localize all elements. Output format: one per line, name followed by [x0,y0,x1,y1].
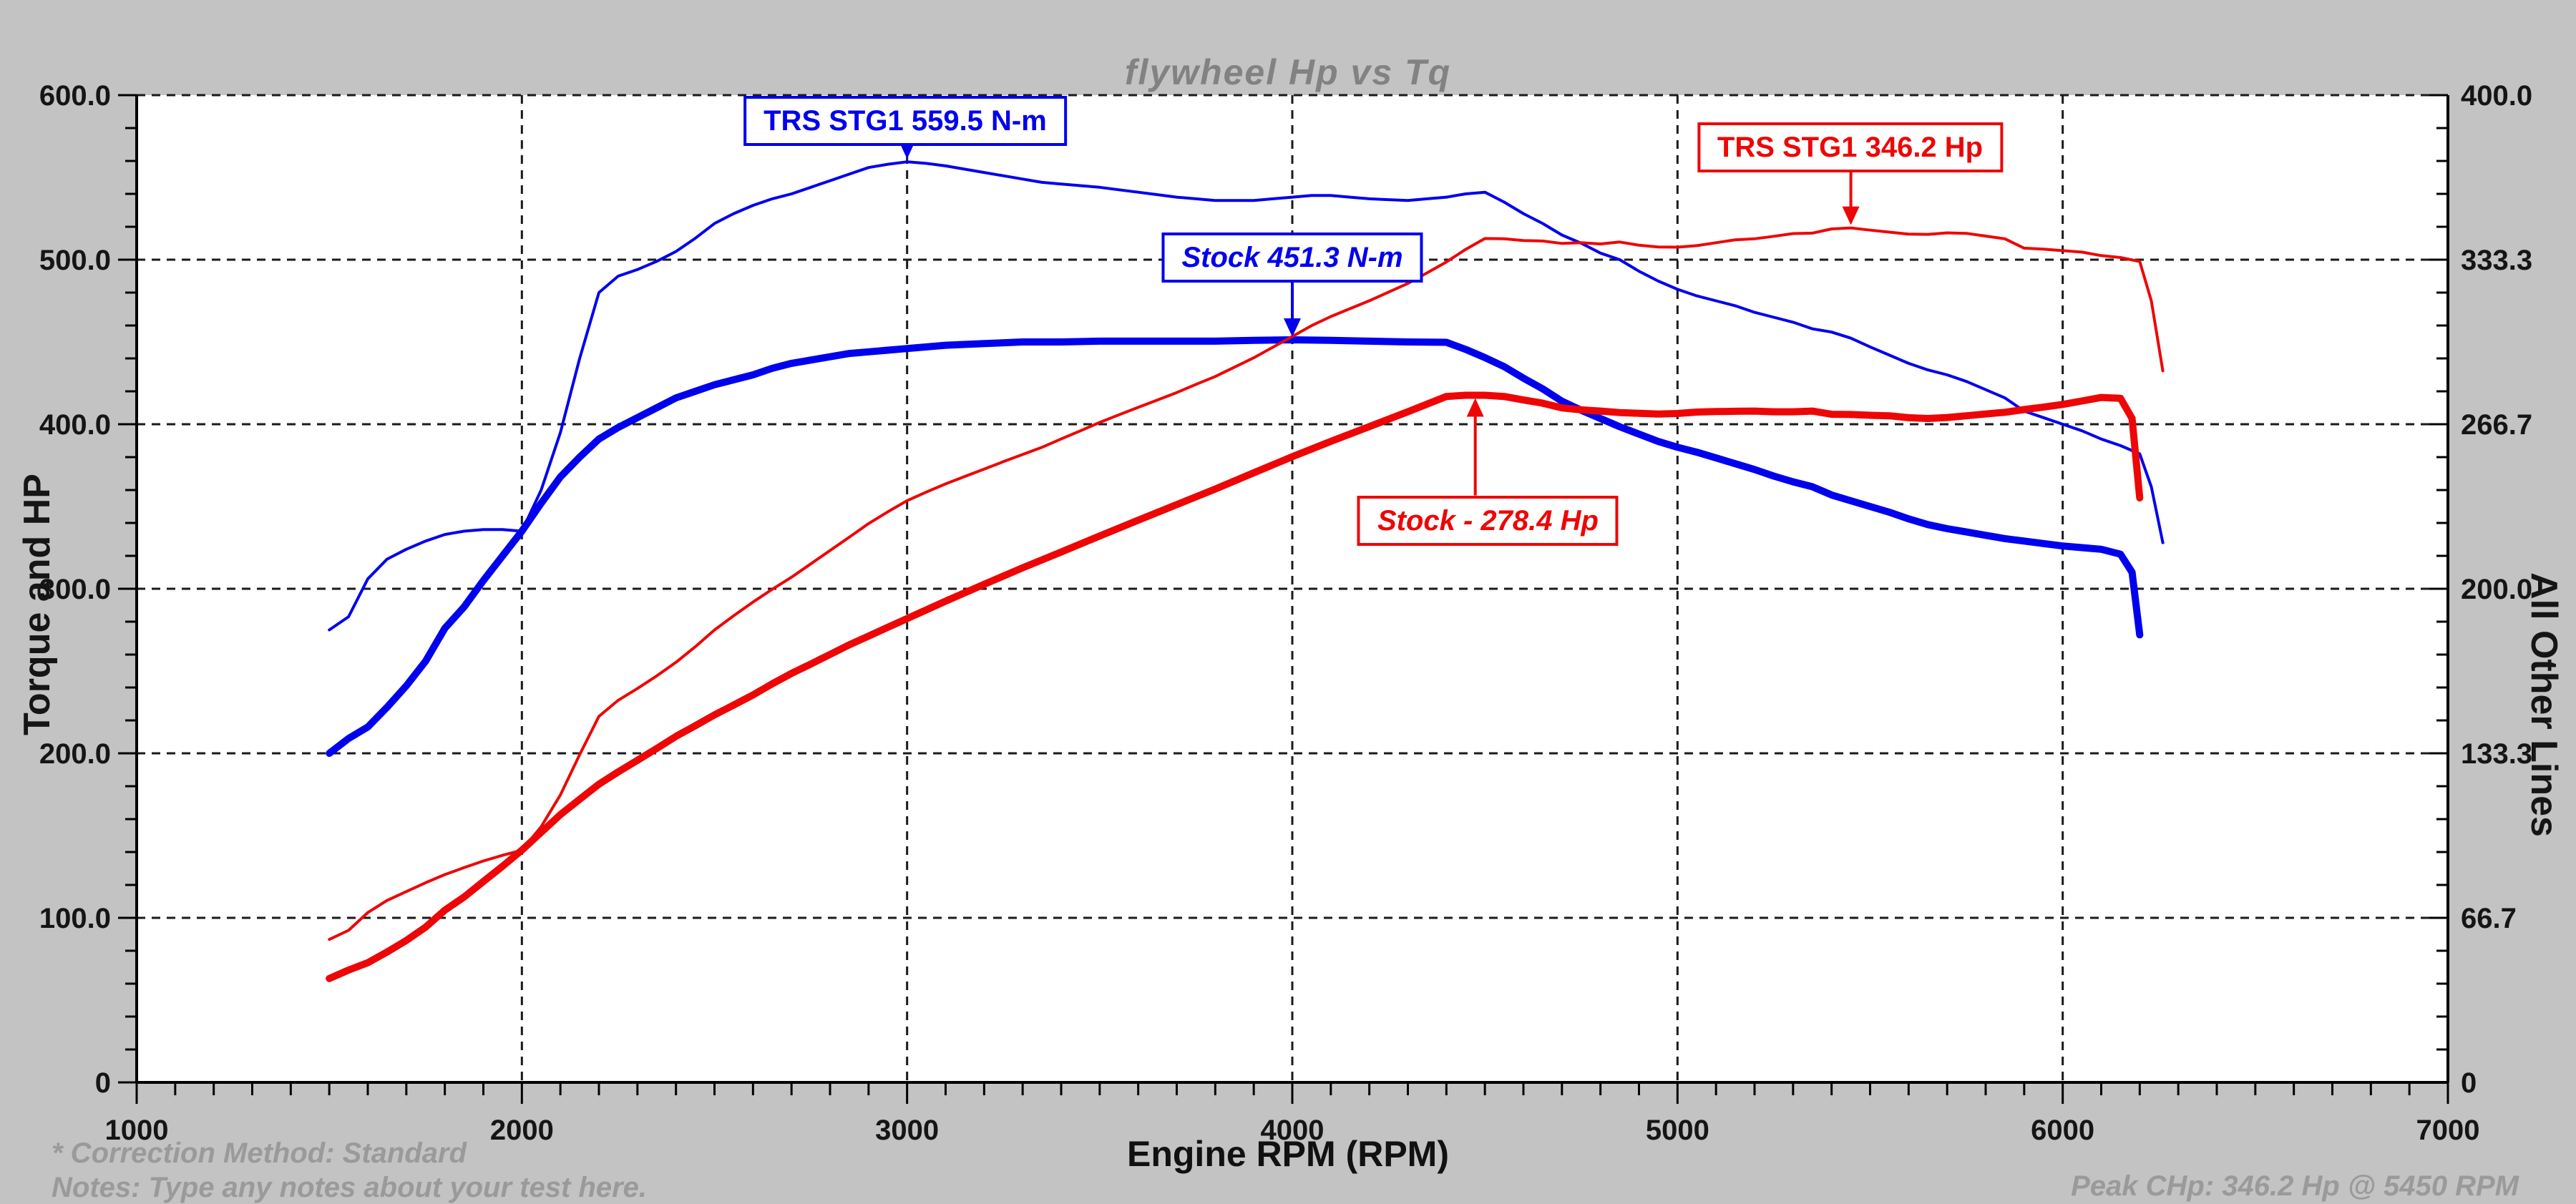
tick-label: 400.0 [39,409,111,441]
tick-label: 200.0 [39,738,111,770]
annotation-stock-451-3-n-m: Stock 451.3 N-m [1161,233,1423,283]
annotation-stock-278-4-hp: Stock - 278.4 Hp [1357,495,1619,546]
tick-label: 333.3 [2461,245,2532,276]
annotation-trs-stg1-346-2-hp: TRS STG1 346.2 Hp [1697,122,2004,172]
tick-label: 3000 [875,1115,939,1146]
tick-label: 6000 [2031,1115,2094,1146]
tick-label: 266.7 [2461,409,2532,441]
tick-label: 300.0 [39,574,111,605]
tick-label: 200.0 [2461,574,2532,605]
tick-label: 0 [95,1067,111,1099]
correction-method-note: * Correction Method: Standard [52,1137,467,1169]
tick-label: 2000 [490,1115,554,1146]
tick-label: 1000 [105,1115,169,1146]
x-axis-label: Engine RPM (RPM) [1127,1134,1449,1174]
tick-label: 133.3 [2461,738,2532,770]
tick-label: 7000 [2416,1115,2480,1146]
page-title: flywheel Hp vs Tq [1124,52,1452,92]
y-axis-left-label: Torque and HP [16,474,58,735]
annotation-trs-stg1-559-5-n-m: TRS STG1 559.5 N-m [743,96,1067,147]
tick-label: 500.0 [39,245,111,276]
y-axis-right-label: All Other Lines [2523,572,2565,837]
tick-label: 4000 [1261,1115,1324,1146]
tick-label: 66.7 [2461,903,2517,934]
tick-label: 400.0 [2461,80,2532,112]
test-notes-note: Notes: Type any notes about your test he… [52,1172,648,1203]
tick-label: 600.0 [39,80,111,112]
tick-label: 0 [2461,1067,2477,1099]
tick-label: 5000 [1646,1115,1709,1146]
tick-label: 100.0 [39,903,111,934]
peak-chp-note: Peak CHp: 346.2 Hp @ 5450 RPM [2071,1170,2519,1202]
